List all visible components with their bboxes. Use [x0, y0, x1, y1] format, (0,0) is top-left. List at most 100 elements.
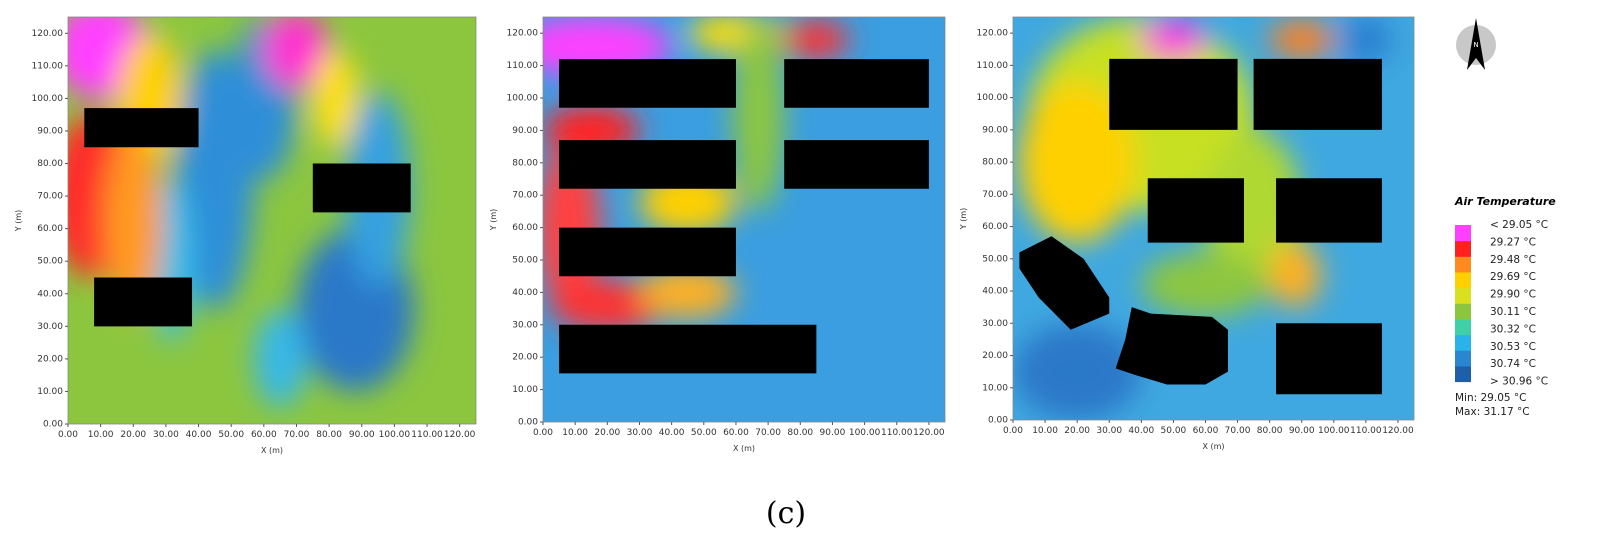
y-tick-label: 60.00 — [512, 223, 538, 233]
x-axis-label: X (m) — [1202, 442, 1224, 451]
temperature-zone — [732, 17, 785, 212]
legend-label: 30.74 °C — [1490, 358, 1536, 370]
x-tick-label: 0.00 — [1003, 426, 1023, 436]
x-tick-label: 80.00 — [1257, 426, 1283, 436]
y-tick-label: 120.00 — [977, 29, 1009, 39]
x-tick-label: 110.00 — [411, 430, 443, 440]
plot-frame — [1012, 16, 1415, 421]
y-tick-label: 120.00 — [507, 29, 539, 39]
x-axis-label: X (m) — [261, 446, 283, 455]
building — [1276, 178, 1382, 243]
x-tick-label: 110.00 — [1350, 426, 1382, 436]
legend-label: 29.69 °C — [1490, 271, 1536, 283]
temperature-zone — [784, 20, 849, 60]
north-arrow: N — [1456, 18, 1496, 70]
y-tick-label: 110.00 — [977, 61, 1009, 71]
legend-swatch — [1455, 240, 1471, 257]
x-tick-label: 70.00 — [284, 430, 310, 440]
y-tick-label: 70.00 — [982, 190, 1008, 200]
x-tick-label: 100.00 — [1318, 426, 1350, 436]
y-tick-label: 20.00 — [512, 353, 538, 363]
building — [84, 108, 199, 148]
y-tick-label: 100.00 — [977, 93, 1009, 103]
field-blobs — [68, 17, 414, 408]
y-tick-label: 90.00 — [982, 125, 1008, 135]
x-tick-label: 60.00 — [251, 430, 277, 440]
legend-swatch — [1455, 318, 1471, 336]
plot-frame — [542, 16, 946, 423]
x-tick-label: 120.00 — [913, 428, 945, 438]
plot: 0.00 10.00 20.00 30.00 40.00 50.00 60.00 70.00 8… — [14, 16, 477, 455]
y-tick-label: 110.00 — [32, 61, 64, 71]
legend-label: 29.90 °C — [1490, 289, 1536, 301]
y-tick-label: 50.00 — [37, 257, 63, 267]
x-tick-label: 60.00 — [723, 428, 749, 438]
temperature-zone — [1141, 252, 1270, 317]
x-tick-label: 120.00 — [1382, 426, 1414, 436]
x-tick-label: 40.00 — [186, 430, 212, 440]
y-tick-label: 0.00 — [988, 416, 1008, 426]
x-tick-label: 100.00 — [379, 430, 411, 440]
y-tick-label: 30.00 — [982, 319, 1008, 329]
legend-swatch — [1455, 350, 1471, 367]
y-tick-label: 90.00 — [512, 126, 538, 136]
legend-swatch — [1455, 225, 1471, 242]
temperature-zone — [1269, 20, 1334, 59]
x-tick-label: 50.00 — [218, 430, 244, 440]
building — [559, 324, 817, 374]
x-tick-label: 70.00 — [1225, 426, 1251, 436]
x-tick-label: 70.00 — [755, 428, 781, 438]
x-tick-label: 90.00 — [1289, 426, 1315, 436]
x-tick-label: 80.00 — [316, 430, 342, 440]
y-tick-label: 50.00 — [982, 254, 1008, 264]
temperature-zone — [1340, 17, 1392, 66]
field — [68, 17, 476, 424]
legend-label: 29.48 °C — [1490, 254, 1536, 266]
x-tick-label: 10.00 — [562, 428, 588, 438]
x-axis-label: X (m) — [733, 444, 755, 453]
building — [1115, 307, 1228, 385]
x-tick-label: 20.00 — [594, 428, 620, 438]
y-tick-label: 100.00 — [507, 94, 539, 104]
x-tick-label: 40.00 — [659, 428, 685, 438]
y-tick-label: 10.00 — [37, 387, 63, 397]
x-tick-label: 20.00 — [120, 430, 146, 440]
y-tick-label: 70.00 — [37, 192, 63, 202]
y-axis-label: Y (m) — [489, 209, 498, 231]
y-tick-label: 20.00 — [982, 351, 1008, 361]
temperature-zone — [103, 130, 163, 314]
caption: (c) — [766, 496, 806, 531]
y-tick-label: 20.00 — [37, 354, 63, 364]
plot: 0.00 10.00 20.00 30.00 40.00 50.00 60.00 70.00 8… — [489, 16, 946, 453]
building — [559, 59, 736, 108]
building — [784, 59, 929, 108]
temperature-zone — [1269, 242, 1321, 308]
temperature-zone — [1013, 323, 1142, 420]
temperature-zone — [1205, 129, 1302, 292]
y-tick-label: 100.00 — [32, 94, 64, 104]
x-tick-label: 20.00 — [1064, 426, 1090, 436]
y-axis-label: Y (m) — [14, 210, 23, 232]
legend-swatch — [1455, 287, 1471, 304]
y-tick-label: 40.00 — [37, 289, 63, 299]
y-tick-label: 0.00 — [43, 420, 63, 430]
legend-label: > 30.96 °C — [1490, 376, 1548, 388]
x-tick-label: 120.00 — [444, 430, 476, 440]
temperature-zone — [254, 310, 307, 408]
legend-label: 30.11 °C — [1490, 306, 1536, 318]
x-tick-label: 30.00 — [1096, 426, 1122, 436]
y-tick-label: 90.00 — [37, 126, 63, 136]
y-tick-label: 80.00 — [37, 159, 63, 169]
y-tick-label: 70.00 — [512, 191, 538, 201]
legend-max: Max: 31.17 °C — [1455, 406, 1530, 418]
y-tick-label: 40.00 — [512, 288, 538, 298]
y-tick-label: 10.00 — [982, 383, 1008, 393]
x-tick-label: 10.00 — [1032, 426, 1058, 436]
temperature-zone — [1141, 20, 1206, 59]
y-tick-label: 120.00 — [32, 29, 64, 39]
legend-swatch — [1455, 256, 1471, 273]
building — [559, 227, 736, 277]
x-tick-label: 30.00 — [153, 430, 179, 440]
x-tick-label: 110.00 — [881, 428, 913, 438]
x-tick-label: 40.00 — [1128, 426, 1154, 436]
